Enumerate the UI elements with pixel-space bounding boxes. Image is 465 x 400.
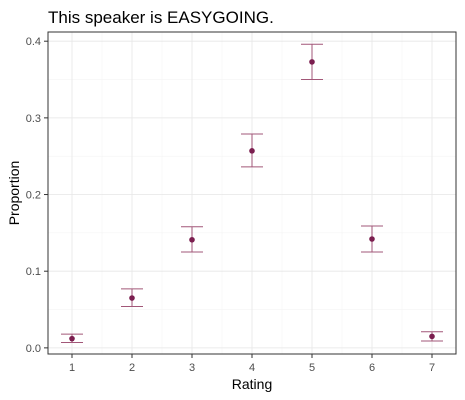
y-axis-title: Proportion — [6, 161, 22, 226]
x-axis-ticks: 1 2 3 4 5 6 7 — [69, 354, 435, 374]
x-axis-title: Rating — [232, 376, 272, 392]
data-point-7 — [429, 333, 435, 340]
error-bars — [61, 43, 443, 343]
data-point-1 — [69, 335, 75, 342]
y-tick-label: 0.3 — [26, 113, 41, 125]
x-tick-label: 1 — [69, 362, 75, 374]
data-point-2 — [129, 295, 135, 301]
y-tick-label: 0.2 — [26, 190, 41, 202]
data-point-6 — [369, 236, 375, 242]
chart-title: This speaker is EASYGOING. — [48, 8, 274, 27]
data-points — [69, 59, 435, 342]
x-tick-label: 4 — [249, 362, 255, 374]
x-tick-label: 6 — [369, 362, 375, 374]
x-tick-label: 2 — [129, 362, 135, 374]
data-point-3 — [189, 236, 195, 243]
x-tick-label: 3 — [189, 362, 195, 374]
x-tick-label: 5 — [309, 362, 315, 374]
data-point-4 — [249, 148, 255, 154]
y-tick-label: 0.1 — [26, 266, 41, 278]
x-tick-label: 7 — [429, 362, 435, 374]
data-point-5 — [309, 59, 315, 65]
y-tick-label: 0.0 — [26, 343, 41, 355]
y-axis-ticks: 0.0 0.1 0.2 0.3 0.4 — [26, 36, 48, 355]
grid — [48, 32, 456, 354]
y-tick-label: 0.4 — [26, 36, 41, 48]
